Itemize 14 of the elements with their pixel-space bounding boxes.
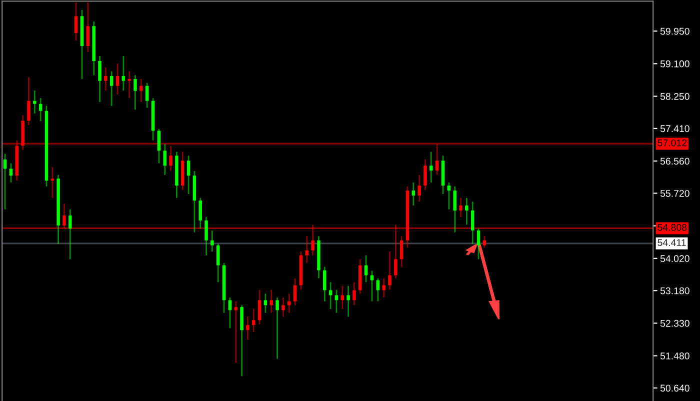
y-tick-label: 55.720	[660, 190, 690, 197]
y-tick-label: 56.560	[660, 158, 690, 165]
ref-line-label: 54.808	[658, 224, 687, 231]
ref-line-label: 57.012	[658, 139, 687, 146]
y-tick-label: 57.410	[660, 125, 690, 132]
ref-line-label: 54.411	[658, 239, 686, 246]
y-tick-label: 53.180	[660, 287, 690, 294]
y-tick-label: 51.480	[660, 352, 690, 360]
y-tick-label: 52.330	[660, 320, 690, 327]
y-tick-label: 50.640	[660, 384, 690, 392]
y-tick-label: 58.250	[660, 93, 690, 100]
y-tick-label: 54.020	[660, 255, 690, 262]
y-tick-label: 59.100	[660, 60, 690, 68]
y-tick-label: 59.950	[660, 28, 690, 35]
